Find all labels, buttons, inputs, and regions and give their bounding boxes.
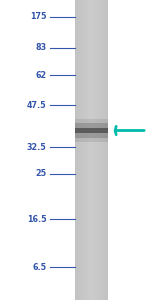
Bar (86, 0, 87, 300)
Bar (101, 0, 102, 300)
Bar (81, 0, 82, 300)
Bar (104, 0, 105, 300)
Bar (84, 0, 85, 300)
Text: 47.5: 47.5 (27, 100, 46, 109)
Bar (85, 0, 86, 300)
Bar (107, 0, 108, 300)
Bar (105, 0, 106, 300)
Bar (79, 0, 80, 300)
Bar (97, 0, 98, 300)
Bar (95, 0, 96, 300)
Bar (92, 0, 93, 300)
Bar (88, 0, 89, 300)
Bar (102, 0, 103, 300)
Bar (98, 0, 99, 300)
Bar (106, 0, 107, 300)
Bar (99, 0, 100, 300)
Text: 32.5: 32.5 (27, 142, 46, 152)
Bar (87, 0, 88, 300)
Bar (80, 0, 81, 300)
Bar (76, 0, 77, 300)
Bar (78, 0, 79, 300)
Text: 175: 175 (30, 12, 46, 21)
Bar (75, 119, 108, 142)
Bar (75, 0, 76, 300)
Text: 83: 83 (35, 44, 46, 52)
Bar (77, 0, 78, 300)
Bar (83, 0, 84, 300)
Text: 16.5: 16.5 (27, 214, 46, 224)
Bar (93, 0, 94, 300)
Text: 62: 62 (35, 70, 46, 80)
Bar (94, 0, 95, 300)
Bar (96, 0, 97, 300)
Bar (82, 0, 83, 300)
Bar (90, 0, 91, 300)
Text: 6.5: 6.5 (32, 262, 46, 272)
Bar (100, 0, 101, 300)
Bar (103, 0, 104, 300)
Text: 25: 25 (35, 169, 46, 178)
Bar (75, 128, 108, 133)
Bar (89, 0, 90, 300)
Bar (75, 123, 108, 138)
